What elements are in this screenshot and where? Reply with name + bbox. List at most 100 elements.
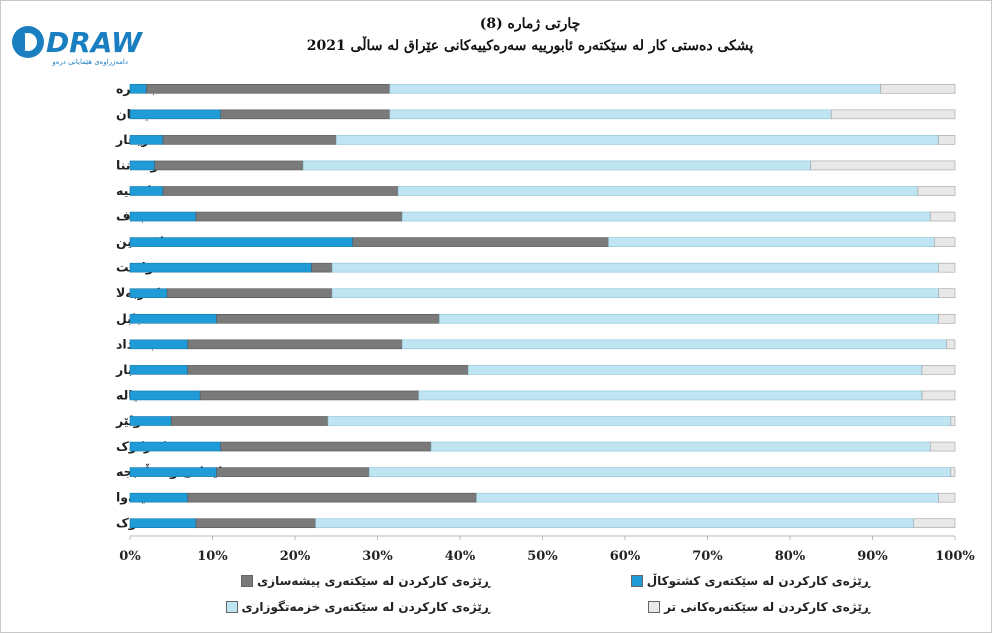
bar-segment-4 xyxy=(929,441,956,452)
bar-segment-1 xyxy=(129,262,312,273)
bar-segment-4 xyxy=(938,135,956,145)
bar-segment-3 xyxy=(467,365,923,375)
bar-segment-1 xyxy=(129,390,201,401)
x-tick-label: 40% xyxy=(445,549,476,564)
legend-label: ڕێژەی کارکردن لە سێکتەری خزمەتگوزاری xyxy=(241,600,490,614)
bar-segment-2 xyxy=(146,83,391,94)
x-tick-label: 80% xyxy=(775,549,806,564)
bar-segment-1 xyxy=(129,135,164,145)
bar-segment-1 xyxy=(129,339,189,350)
bar-segment-1 xyxy=(129,211,197,222)
bar-segment-4 xyxy=(917,186,956,196)
bar-segment-4 xyxy=(880,83,956,94)
bar-segment-4 xyxy=(810,160,956,171)
bar-segment-2 xyxy=(162,186,399,196)
legend-item-3: ڕێژەی کارکردن لە سێکتەری خزمەتگوزاری xyxy=(225,600,490,614)
x-tick-label: 10% xyxy=(197,549,228,564)
stacked-bar-chart: بەسرەمیسانزیقارموسەنناقادسیەنەجەفسەلاحەد… xyxy=(115,81,975,564)
bar-segment-1 xyxy=(129,186,164,196)
bar-segment-3 xyxy=(439,313,939,324)
bar-segment-2 xyxy=(166,288,333,299)
legend-swatch xyxy=(241,575,254,587)
x-tick-label: 90% xyxy=(857,549,888,564)
bar-segment-1 xyxy=(129,313,217,324)
bar-segment-2 xyxy=(154,160,304,171)
chart-title-line2: پشکی دەستی کار لە سێکتەرە ئابورییە سەرەک… xyxy=(306,38,754,54)
bar-segment-2 xyxy=(170,416,329,426)
logo-text: DRAW xyxy=(46,26,143,59)
bar-segment-4 xyxy=(950,416,956,426)
draw-logo: DRAW دامەزراوەی هێمایانی درەو xyxy=(12,26,143,66)
bar-segment-2 xyxy=(216,313,440,324)
legend-item-1: ڕێژەی کارکردن لە سێکتەری کشتوکاڵ xyxy=(630,574,870,588)
bar-segment-3 xyxy=(418,390,923,401)
bar-segment-3 xyxy=(331,288,939,299)
bar-segment-1 xyxy=(129,467,217,477)
bar-segment-4 xyxy=(938,262,956,273)
bar-segment-3 xyxy=(327,416,952,426)
bar-segment-2 xyxy=(220,441,432,452)
bar-segment-2 xyxy=(216,467,370,477)
legend-item-2: ڕێژەی کارکردن لە سێکتەری پیشەسازی xyxy=(241,574,490,588)
legend-item-4: ڕێژەی کارکردن لە سێکتەرەکانی تر xyxy=(648,600,870,614)
x-tick-label: 60% xyxy=(610,549,641,564)
bar-segment-1 xyxy=(129,83,147,94)
bar-segment-1 xyxy=(129,441,222,452)
x-tick-label: 0% xyxy=(119,549,141,564)
x-tick-label: 20% xyxy=(280,549,311,564)
bar-segment-4 xyxy=(934,237,956,247)
legend-swatch xyxy=(630,575,643,587)
bar-segment-2 xyxy=(187,492,477,503)
bar-segment-4 xyxy=(921,365,956,375)
bar-segment-2 xyxy=(195,211,403,222)
bar-segment-4 xyxy=(921,390,956,401)
legend-label: ڕێژەی کارکردن لە سێکتەری کشتوکاڵ xyxy=(646,574,870,588)
legend-label: ڕێژەی کارکردن لە سێکتەری پیشەسازی xyxy=(257,574,490,588)
bar-segment-2 xyxy=(199,390,420,401)
bar-segment-2 xyxy=(162,135,337,145)
legend-label: ڕێژەی کارکردن لە سێکتەرەکانی تر xyxy=(664,600,870,614)
logo-tagline: دامەزراوەی هێمایانی درەو xyxy=(51,58,128,66)
bar-segment-4 xyxy=(938,313,956,324)
bar-segment-3 xyxy=(397,186,919,196)
chart-legend: ڕێژەی کارکردن لە سێکتەری کشتوکاڵ ڕێژەی کا… xyxy=(150,568,870,624)
x-tick-label: 50% xyxy=(527,549,558,564)
bar-segment-1 xyxy=(129,416,172,426)
bar-segment-1 xyxy=(129,109,222,120)
bar-segment-1 xyxy=(129,237,354,247)
bar-segment-1 xyxy=(129,518,197,529)
bar-segment-3 xyxy=(608,237,935,247)
bar-segment-4 xyxy=(938,492,956,503)
bar-segment-4 xyxy=(830,109,956,120)
chart-title-line1: چارتی ژمارە (8) xyxy=(479,16,581,32)
bar-segment-3 xyxy=(401,339,948,350)
bar-segment-4 xyxy=(938,288,956,299)
legend-swatch xyxy=(648,601,661,613)
bar-segment-4 xyxy=(913,518,956,529)
bar-segment-4 xyxy=(950,467,956,477)
bar-segment-1 xyxy=(129,492,189,503)
bar-segment-3 xyxy=(476,492,939,503)
bar-segment-3 xyxy=(389,83,882,94)
bar-segment-3 xyxy=(335,135,939,145)
x-tick-label: 30% xyxy=(362,549,393,564)
bar-segment-3 xyxy=(430,441,931,452)
x-tick-label: 100% xyxy=(935,549,975,564)
bar-segment-2 xyxy=(187,365,469,375)
legend-swatch xyxy=(225,601,238,613)
bar-segment-3 xyxy=(302,160,811,171)
bar-segment-2 xyxy=(187,339,403,350)
bar-segment-2 xyxy=(311,262,333,273)
bar-segment-2 xyxy=(195,518,316,529)
bar-segment-3 xyxy=(401,211,931,222)
bar-segment-1 xyxy=(129,160,156,171)
bar-segment-3 xyxy=(368,467,952,477)
bar-segment-2 xyxy=(220,109,391,120)
bar-segment-3 xyxy=(389,109,832,120)
bar-segment-4 xyxy=(929,211,956,222)
bar-segment-1 xyxy=(129,288,168,299)
x-tick-label: 70% xyxy=(692,549,723,564)
bar-segment-4 xyxy=(946,339,956,350)
bar-segment-3 xyxy=(315,518,915,529)
bar-segment-2 xyxy=(352,237,609,247)
